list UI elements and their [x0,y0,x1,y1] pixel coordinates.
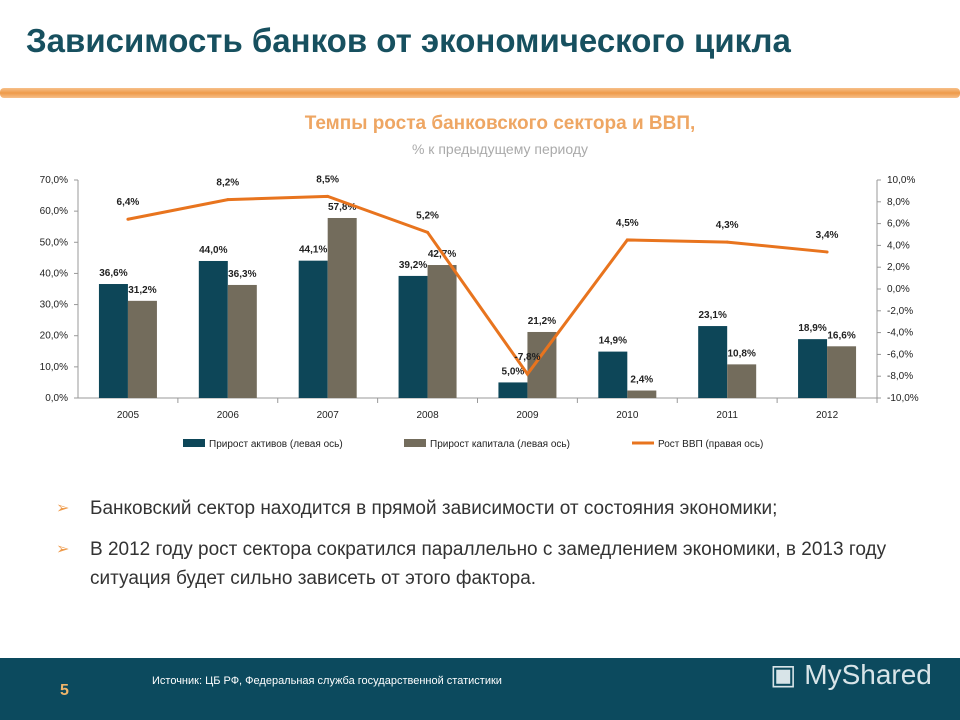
bar-data-label: 36,3% [228,269,256,280]
source-note: Источник: ЦБ РФ, Федеральная служба госу… [152,675,502,687]
x-tick-label: 2009 [516,410,539,421]
legend-label: Прирост активов (левая ось) [209,439,343,450]
right-tick-label: 6,0% [887,219,910,230]
x-tick-label: 2006 [217,410,240,421]
bullet-text: Банковский сектор находится в прямой зав… [90,498,778,519]
left-tick-label: 0,0% [45,393,68,404]
bar-data-label: 16,6% [827,330,855,341]
right-tick-label: 4,0% [887,240,910,251]
bar-assets [198,260,228,398]
bar-capital [427,265,457,398]
bullet-item: ➢ В 2012 году рост сектора сократился пар… [56,535,916,593]
left-tick-label: 70,0% [40,175,68,186]
left-tick-label: 40,0% [40,268,68,279]
gdp-data-label: 6,4% [117,197,140,208]
bar-data-label: 23,1% [699,310,727,321]
legend-label: Рост ВВП (правая ось) [658,439,763,450]
right-tick-label: -4,0% [887,328,913,339]
page-number: 5 [60,682,69,699]
bar-data-label: 14,9% [599,336,627,347]
bar-capital [227,284,257,398]
x-tick-label: 2007 [317,410,340,421]
x-tick-label: 2012 [816,410,839,421]
bar-data-label: 31,2% [128,285,156,296]
left-tick-label: 50,0% [40,237,68,248]
bar-assets [598,351,628,398]
arrow-bullet-icon: ➢ [56,500,70,517]
left-tick-label: 20,0% [40,331,68,342]
legend-swatch [183,439,205,447]
gdp-data-label: -7,8% [514,352,540,363]
x-tick-label: 2010 [616,410,639,421]
gdp-data-label: 3,4% [816,230,839,241]
arrow-bullet-icon: ➢ [56,541,70,558]
gdp-data-label: 8,5% [316,174,339,185]
gdp-point [525,372,529,376]
bar-data-label: 57,8% [328,202,356,213]
gdp-data-label: 5,2% [416,210,439,221]
bar-capital [127,300,157,398]
bar-assets [398,275,428,398]
right-tick-label: -8,0% [887,371,913,382]
bar-assets [98,284,128,398]
gdp-point [326,194,330,198]
x-tick-label: 2005 [117,410,140,421]
legend-label: Прирост капитала (левая ось) [430,439,570,450]
bar-capital [627,390,657,398]
bar-capital [327,217,357,398]
right-tick-label: 0,0% [887,284,910,295]
gdp-point [825,250,829,254]
gdp-data-label: 4,5% [616,218,639,229]
chart-title: Темпы роста банковского сектора и ВВП, [304,113,696,134]
footer: 5 Источник: ЦБ РФ, Федеральная служба го… [0,658,960,720]
left-tick-label: 30,0% [40,300,68,311]
gdp-point [126,217,130,221]
bullet-item: ➢ Банковский сектор находится в прямой за… [56,494,916,523]
bar-data-label: 10,8% [728,348,756,359]
legend-swatch [404,439,426,447]
bar-capital [727,364,757,398]
x-tick-label: 2011 [716,410,738,421]
bar-assets [498,382,528,398]
right-tick-label: -2,0% [887,306,913,317]
x-tick-label: 2008 [416,410,439,421]
bar-capital [827,346,857,398]
chart-subtitle: % к предыдущему периоду [411,141,589,157]
bar-data-label: 5,0% [502,366,525,377]
bar-assets [698,326,728,398]
bar-data-label: 18,9% [798,323,826,334]
bar-assets [798,339,828,398]
slide-title: Зависимость банков от экономического цик… [26,22,791,59]
bar-data-label: 39,2% [399,260,427,271]
bullet-list: ➢ Банковский сектор находится в прямой за… [56,494,916,605]
bar-data-label: 2,4% [630,375,653,386]
bar-data-label: 44,0% [199,245,227,256]
right-tick-label: 10,0% [887,175,915,186]
right-tick-label: -10,0% [887,393,919,404]
right-tick-label: -6,0% [887,349,913,360]
right-tick-label: 2,0% [887,262,910,273]
gdp-data-label: 8,2% [216,178,239,189]
bar-data-label: 44,1% [299,245,327,256]
right-tick-label: 8,0% [887,197,910,208]
myshared-logo: ▣ MyShared [770,659,932,690]
left-tick-label: 10,0% [40,362,68,373]
bar-assets [298,260,328,398]
gdp-point [426,230,430,234]
presentation-icon: ▣ [770,659,797,690]
title-divider [0,88,960,98]
gdp-data-label: 4,3% [716,220,739,231]
gdp-line [127,194,828,377]
bullet-text: В 2012 году рост сектора сократился пара… [90,539,887,589]
bar-data-label: 21,2% [528,316,556,327]
chart: 0,0% 10,0% 20,0% 30,0% 40,0% 50,0% 60,0% 70,0% -… [40,174,919,450]
gdp-point [226,198,230,202]
bar-data-label: 36,6% [99,268,127,279]
left-tick-label: 60,0% [40,206,68,217]
gdp-point [725,240,729,244]
gdp-point [625,238,629,242]
